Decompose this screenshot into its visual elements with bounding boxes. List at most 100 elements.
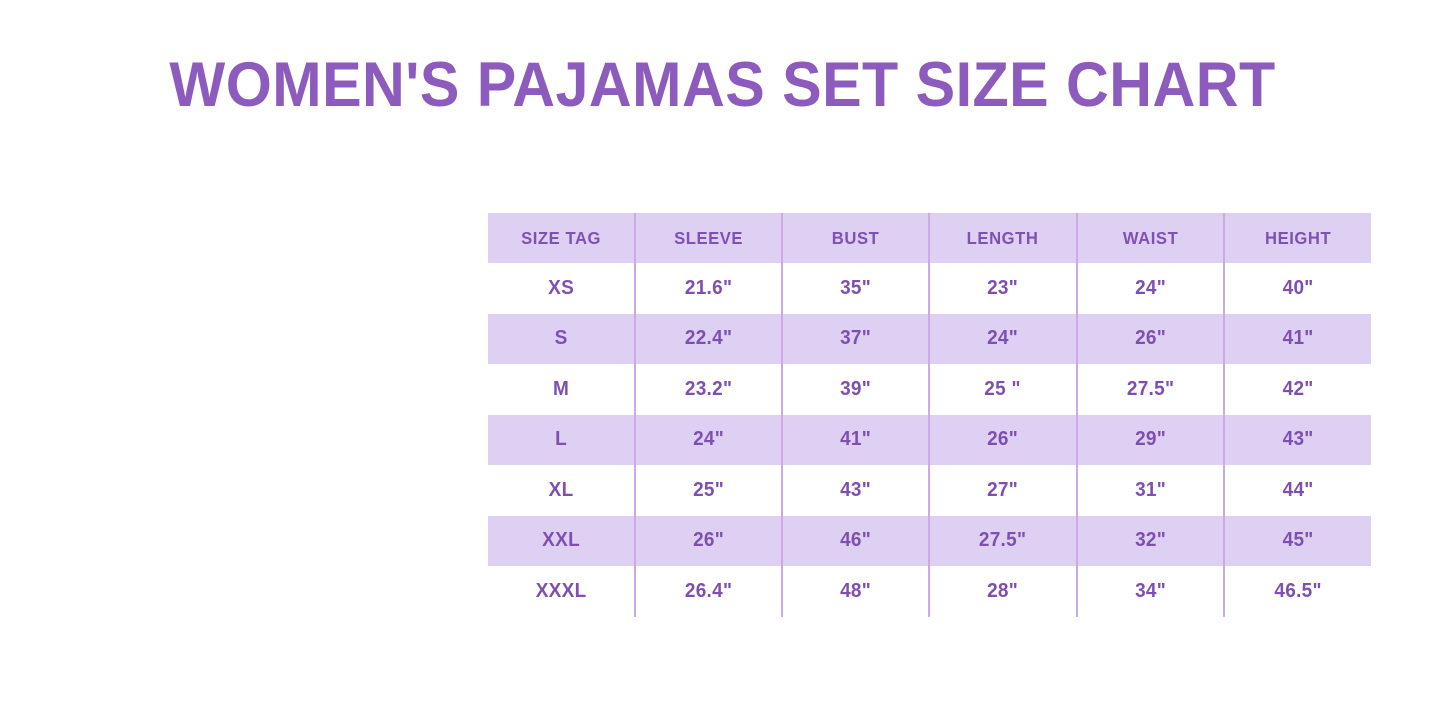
cell-height: 40" [1222, 263, 1371, 314]
cell-sleeve: 23.2" [634, 364, 783, 415]
cell-waist-value: 24" [1134, 276, 1166, 299]
cell-bust: 43" [781, 465, 930, 516]
cell-bust: 41" [781, 414, 930, 465]
cell-height-value: 44" [1282, 478, 1314, 501]
column-header-height: HEIGHT [1222, 213, 1371, 263]
table-row: XXL 26" 46" 27.5" 32" 45" [488, 515, 1371, 566]
cell-waist: 31" [1075, 465, 1224, 516]
cell-length-value: 26" [987, 428, 1019, 451]
cell-length: 24" [928, 313, 1077, 364]
cell-size-tag: M [488, 364, 636, 415]
cell-size-tag-value: XXL [542, 529, 580, 552]
cell-bust: 35" [781, 263, 930, 314]
cell-height-value: 45" [1282, 529, 1314, 552]
cell-sleeve-value: 26" [693, 529, 725, 552]
cell-size-tag: XS [488, 263, 636, 314]
cell-length: 27" [928, 465, 1077, 516]
cell-height-value: 42" [1282, 377, 1314, 400]
cell-length: 23" [928, 263, 1077, 314]
column-header-size-tag: SIZE TAG [488, 213, 636, 263]
cell-bust-value: 43" [840, 478, 872, 501]
cell-length: 27.5" [928, 515, 1077, 566]
column-header-waist: WAIST [1075, 213, 1224, 263]
cell-size-tag-value: XL [548, 478, 574, 501]
table-row: XXXL 26.4" 48" 28" 34" 46.5" [488, 566, 1371, 617]
column-header-size-tag-label: SIZE TAG [521, 227, 602, 248]
cell-waist: 34" [1075, 566, 1224, 617]
cell-size-tag: XL [488, 465, 636, 516]
cell-size-tag: XXL [488, 515, 636, 566]
cell-size-tag-value: S [554, 327, 568, 350]
cell-sleeve-value: 22.4" [685, 327, 733, 350]
cell-height: 46.5" [1222, 566, 1371, 617]
cell-sleeve: 21.6" [634, 263, 783, 314]
cell-waist-value: 27.5" [1126, 377, 1174, 400]
column-header-length: LENGTH [928, 213, 1077, 263]
cell-bust-value: 46" [840, 529, 872, 552]
column-header-bust-label: BUST [832, 227, 880, 248]
cell-bust-value: 39" [840, 377, 872, 400]
size-chart-container: SIZE TAG SLEEVE BUST LENGTH WAIST HEIGHT… [488, 213, 1371, 617]
cell-bust: 39" [781, 364, 930, 415]
table-row: L 24" 41" 26" 29" 43" [488, 414, 1371, 465]
cell-length-value: 27.5" [979, 529, 1027, 552]
cell-waist-value: 32" [1134, 529, 1166, 552]
cell-waist: 24" [1075, 263, 1224, 314]
cell-height: 44" [1222, 465, 1371, 516]
cell-sleeve: 24" [634, 414, 783, 465]
cell-waist: 32" [1075, 515, 1224, 566]
cell-height: 41" [1222, 313, 1371, 364]
page-title: WOMEN'S PAJAMAS SET SIZE CHART [169, 50, 1276, 120]
table-row: XL 25" 43" 27" 31" 44" [488, 465, 1371, 516]
cell-bust-value: 35" [840, 276, 872, 299]
cell-height: 42" [1222, 364, 1371, 415]
table-header: SIZE TAG SLEEVE BUST LENGTH WAIST HEIGHT [488, 213, 1371, 263]
cell-waist: 27.5" [1075, 364, 1224, 415]
cell-bust-value: 48" [840, 579, 872, 602]
cell-bust: 46" [781, 515, 930, 566]
cell-length: 26" [928, 414, 1077, 465]
cell-bust: 37" [781, 313, 930, 364]
cell-waist: 26" [1075, 313, 1224, 364]
header-row: SIZE TAG SLEEVE BUST LENGTH WAIST HEIGHT [488, 213, 1371, 263]
cell-size-tag: L [488, 414, 636, 465]
cell-sleeve: 22.4" [634, 313, 783, 364]
cell-sleeve: 26.4" [634, 566, 783, 617]
cell-size-tag-value: XXXL [535, 579, 587, 602]
table-row: S 22.4" 37" 24" 26" 41" [488, 313, 1371, 364]
cell-bust-value: 37" [840, 327, 872, 350]
cell-length-value: 27" [987, 478, 1019, 501]
cell-bust: 48" [781, 566, 930, 617]
cell-size-tag: S [488, 313, 636, 364]
cell-sleeve-value: 24" [693, 428, 725, 451]
cell-height-value: 40" [1282, 276, 1314, 299]
cell-waist: 29" [1075, 414, 1224, 465]
table-row: M 23.2" 39" 25 " 27.5" 42" [488, 364, 1371, 415]
cell-height: 45" [1222, 515, 1371, 566]
column-header-waist-label: WAIST [1122, 227, 1178, 248]
column-header-bust: BUST [781, 213, 930, 263]
cell-length-value: 24" [987, 327, 1019, 350]
cell-size-tag-value: XS [548, 276, 575, 299]
cell-bust-value: 41" [840, 428, 872, 451]
cell-height-value: 41" [1282, 327, 1314, 350]
cell-length-value: 28" [987, 579, 1019, 602]
column-header-sleeve-label: SLEEVE [674, 227, 744, 248]
cell-sleeve-value: 26.4" [685, 579, 733, 602]
cell-length: 25 " [928, 364, 1077, 415]
cell-waist-value: 31" [1134, 478, 1166, 501]
cell-sleeve-value: 23.2" [685, 377, 733, 400]
cell-sleeve-value: 21.6" [685, 276, 733, 299]
column-header-sleeve: SLEEVE [634, 213, 783, 263]
table-row: XS 21.6" 35" 23" 24" 40" [488, 263, 1371, 314]
cell-size-tag: XXXL [488, 566, 636, 617]
cell-waist-value: 34" [1134, 579, 1166, 602]
column-header-height-label: HEIGHT [1264, 227, 1332, 248]
cell-sleeve: 26" [634, 515, 783, 566]
cell-size-tag-value: L [555, 428, 568, 451]
cell-height-value: 46.5" [1274, 579, 1322, 602]
cell-length: 28" [928, 566, 1077, 617]
table-body: XS 21.6" 35" 23" 24" 40" S 22.4" 37" 24"… [488, 263, 1371, 617]
column-header-length-label: LENGTH [967, 227, 1039, 248]
cell-height: 43" [1222, 414, 1371, 465]
